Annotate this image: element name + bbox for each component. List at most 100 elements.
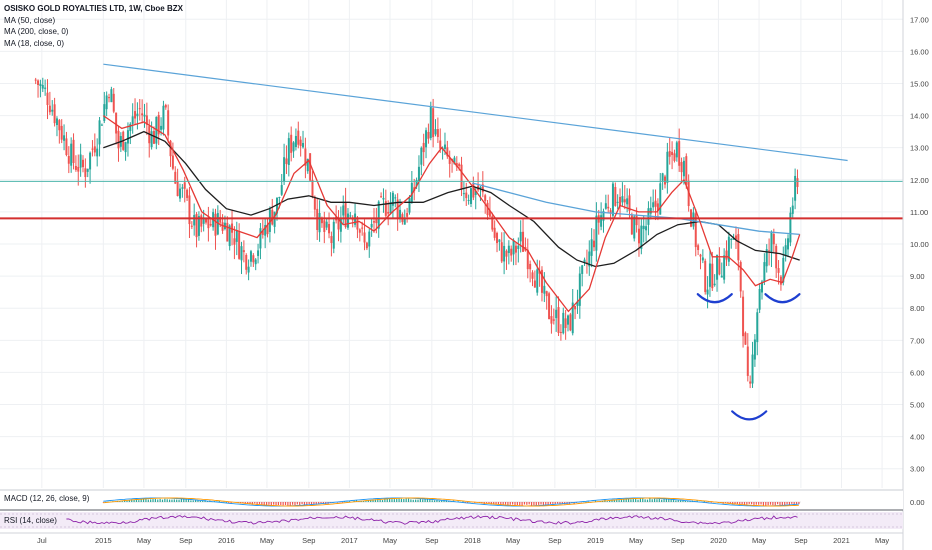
ma18-legend[interactable]: MA (18, close, 0)	[4, 38, 65, 48]
candle-body	[126, 130, 129, 144]
candle-body	[652, 202, 655, 208]
candle-body	[313, 196, 316, 210]
macd-label[interactable]: MACD (12, 26, close, 9)	[4, 494, 90, 503]
macd-histogram-bar	[710, 502, 712, 503]
candle-body	[448, 157, 451, 164]
candle-body	[209, 224, 212, 226]
macd-histogram-bar	[242, 502, 244, 503]
y-tick-label: 11.00	[910, 208, 928, 217]
y-tick-label: 4.00	[910, 433, 925, 442]
macd-histogram-bar	[448, 501, 450, 502]
macd-histogram-bar	[228, 502, 230, 503]
candle-body	[583, 259, 586, 263]
macd-histogram-bar	[609, 500, 611, 502]
candle-body	[84, 168, 87, 178]
candle-body	[420, 147, 423, 165]
candle-body	[777, 268, 780, 273]
candle-body	[372, 221, 375, 223]
candle-body	[519, 231, 522, 242]
candle-body	[751, 354, 754, 384]
macd-histogram-bar	[795, 502, 798, 505]
macd-histogram-bar	[784, 502, 786, 506]
candle-body	[55, 118, 58, 126]
macd-histogram-bar	[547, 502, 549, 505]
macd-histogram-bar	[315, 502, 317, 505]
candle-body	[566, 315, 569, 325]
macd-histogram-bar	[190, 500, 192, 502]
candle-body	[737, 234, 740, 261]
candle-body	[141, 113, 144, 116]
candle-body	[626, 198, 629, 205]
macd-histogram-bar	[613, 499, 615, 502]
macd-histogram-bar	[533, 502, 535, 506]
macd-histogram-bar	[521, 502, 523, 506]
macd-histogram-bar	[339, 502, 341, 503]
macd-histogram-bar	[623, 498, 625, 502]
candle-body	[157, 115, 160, 135]
macd-histogram-bar	[251, 502, 253, 505]
macd-histogram-bar	[760, 502, 762, 505]
macd-histogram-bar	[542, 502, 544, 505]
x-tick-label: Sep	[179, 536, 192, 545]
price-axis-bg	[903, 0, 932, 550]
macd-histogram-bar	[381, 500, 384, 502]
macd-histogram-bar	[282, 502, 284, 506]
macd-histogram-bar	[344, 501, 346, 502]
macd-histogram-bar	[556, 502, 559, 504]
candle-body	[694, 213, 697, 248]
macd-histogram-bar	[296, 502, 298, 505]
macd-histogram-bar	[687, 501, 689, 502]
ma200-legend[interactable]: MA (200, close, 0)	[4, 27, 69, 36]
candle-body	[536, 269, 539, 293]
ma-line-2	[102, 115, 801, 313]
time-axis[interactable]: Jul 2015 May Sep 2016 May Sep 2017 May Sep 2018 May…	[0, 532, 903, 545]
price-axis[interactable]: 3.00 4.00 5.00 6.00 7.00 8.00 9.00 10.00 11.00 12…	[902, 0, 932, 550]
macd-histogram-bar	[514, 502, 516, 506]
macd-histogram-bar	[620, 499, 623, 502]
candle-body	[51, 109, 54, 112]
candle-body	[60, 125, 63, 140]
candle-body	[784, 245, 787, 257]
candle-body	[557, 307, 560, 333]
candle-body	[609, 210, 612, 214]
candle-body	[190, 225, 193, 227]
candle-body	[387, 211, 390, 214]
candle-body	[533, 280, 536, 288]
candle-body	[167, 110, 170, 136]
macd-histogram-bar	[128, 499, 130, 502]
candle-body	[434, 129, 437, 135]
candle-body	[117, 130, 120, 149]
x-tick-label: 2017	[341, 536, 358, 545]
rsi-label[interactable]: RSI (14, close)	[4, 516, 57, 525]
candle-body	[309, 153, 312, 181]
macd-histogram-bar	[469, 501, 471, 503]
rsi-line	[66, 515, 798, 525]
macd-histogram-bar	[649, 498, 651, 502]
candle-body	[152, 130, 155, 144]
candle-body	[789, 212, 792, 243]
macd-histogram-bar	[429, 499, 431, 502]
candle-body	[275, 197, 278, 214]
candle-body	[219, 216, 222, 223]
macd-histogram-bar	[225, 501, 227, 503]
candle-body	[344, 202, 347, 228]
candle-body	[98, 120, 101, 145]
candle-body	[330, 236, 333, 244]
macd-histogram-bar	[798, 502, 800, 505]
candle-body	[242, 250, 245, 253]
macd-histogram-bar	[689, 501, 691, 502]
candle-body	[264, 224, 267, 236]
macd-histogram-bar	[639, 498, 641, 502]
macd-histogram-bar	[249, 502, 251, 505]
candle-body	[44, 87, 47, 89]
macd-histogram-bar	[168, 499, 171, 502]
candle-body	[666, 151, 669, 183]
candle-body	[108, 97, 111, 99]
x-tick-label: May	[875, 536, 889, 545]
ma50-legend[interactable]: MA (50, close)	[4, 15, 56, 25]
symbol-title[interactable]: OSISKO GOLD ROYALTIES LTD, 1W, Cboe BZX	[4, 4, 183, 13]
y-tick-label: 3.00	[910, 465, 925, 474]
macd-histogram-bar	[594, 500, 597, 502]
candle-body	[91, 148, 94, 150]
